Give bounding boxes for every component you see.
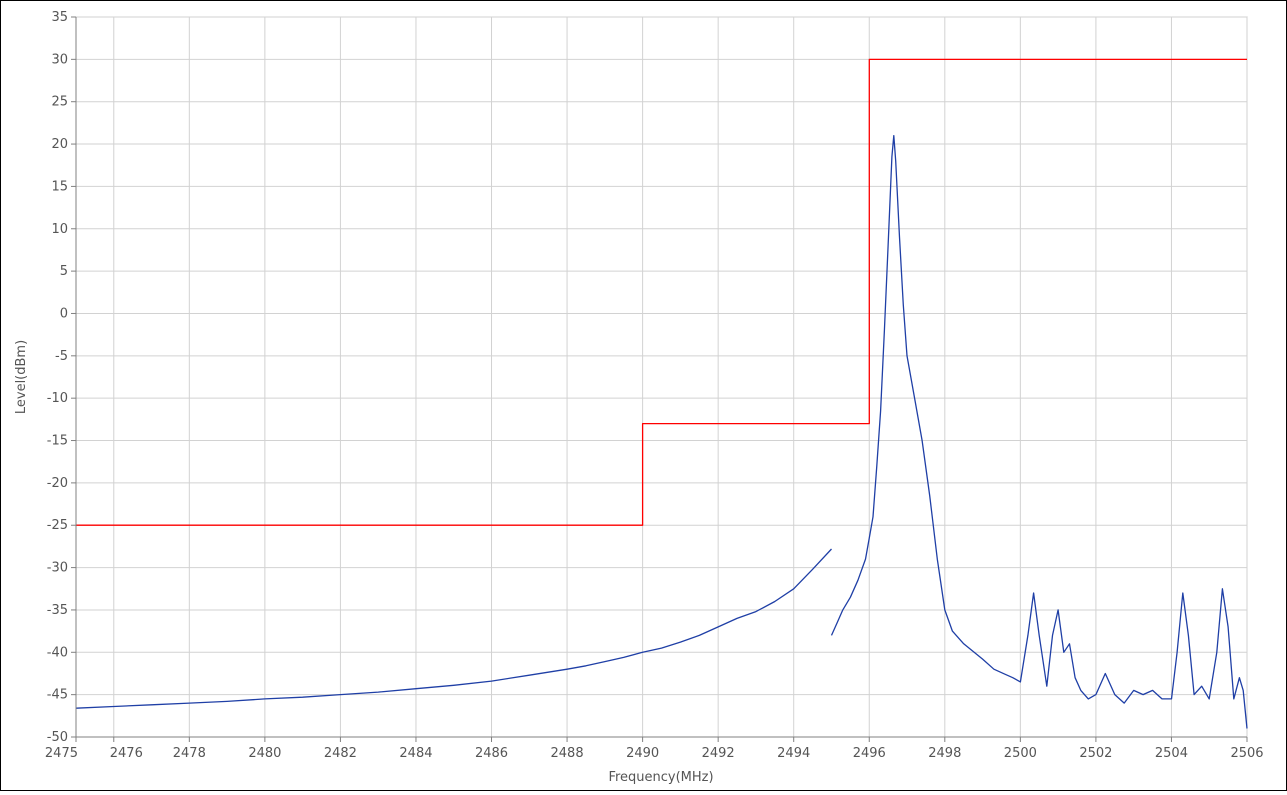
x-tick-label: 2488 — [551, 746, 584, 761]
x-tick-label: 2475 — [45, 746, 78, 761]
x-tick-label: 2496 — [853, 746, 886, 761]
y-tick-label: -5 — [55, 349, 68, 364]
x-tick-label: 2506 — [1230, 746, 1263, 761]
x-tick-label: 2490 — [626, 746, 659, 761]
plot-area — [75, 16, 1248, 738]
y-tick-label: 30 — [51, 52, 68, 67]
x-tick-label: 2492 — [702, 746, 735, 761]
x-tick-label: 2500 — [1004, 746, 1037, 761]
x-tick-label: 2482 — [324, 746, 357, 761]
y-tick-label: 25 — [51, 95, 68, 110]
y-tick-label: 5 — [60, 264, 68, 279]
y-tick-label: -15 — [47, 434, 68, 449]
x-tick-label: 2498 — [928, 746, 961, 761]
y-tick-label: -10 — [47, 391, 68, 406]
y-tick-label: -25 — [47, 518, 68, 533]
x-tick-label: 2480 — [248, 746, 281, 761]
x-tick-label: 2504 — [1155, 746, 1188, 761]
y-axis-title: Level(dBm) — [14, 340, 29, 414]
y-tick-label: 15 — [51, 179, 68, 194]
y-tick-label: 20 — [51, 137, 68, 152]
x-tick-label: 2502 — [1079, 746, 1112, 761]
spectrum-trace-line — [830, 134, 1248, 729]
limit-mask-line — [76, 58, 1247, 526]
y-tick-label: -50 — [47, 730, 68, 745]
y-tick-label: -40 — [47, 645, 68, 660]
x-axis-title: Frequency(MHz) — [608, 770, 713, 785]
y-tick-label: -20 — [47, 476, 68, 491]
x-tick-label: 2494 — [777, 746, 810, 761]
series-layer — [75, 58, 1248, 729]
x-tick-label: 2478 — [173, 746, 206, 761]
y-tick-label: 35 — [51, 10, 68, 25]
x-tick-label: 2476 — [110, 746, 143, 761]
x-tick-label: 2484 — [399, 746, 432, 761]
y-tick-label: 10 — [51, 222, 68, 237]
y-tick-label: 0 — [60, 306, 68, 321]
x-tick-label: 2486 — [475, 746, 508, 761]
y-tick-label: -45 — [47, 688, 68, 703]
y-tick-label: -35 — [47, 603, 68, 618]
spectrum-trace-line — [75, 548, 832, 709]
y-tick-label: -30 — [47, 561, 68, 576]
axes: 2475 2476 2478 2480 2482 2484 2486 2488 2490 2492… — [45, 10, 1264, 761]
